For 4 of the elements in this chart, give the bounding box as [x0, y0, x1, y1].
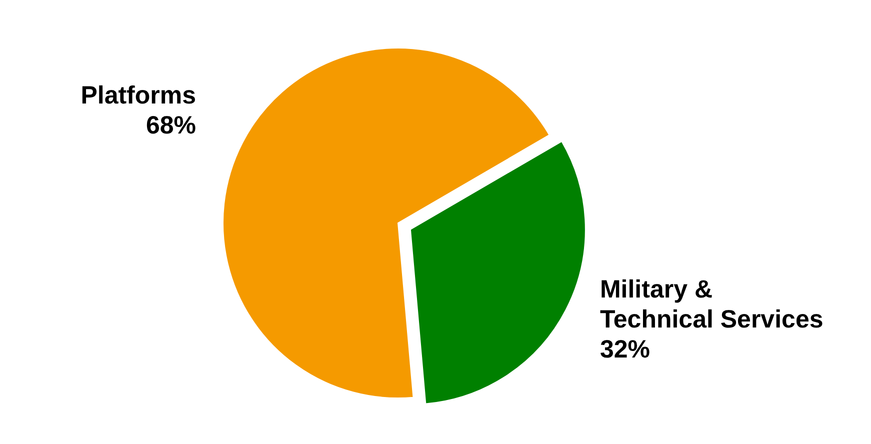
slice-label: Military & Technical Services	[600, 276, 824, 334]
data-label: 68%	[146, 111, 196, 140]
slice-label: Platforms	[80, 81, 196, 110]
data-label: 32%	[600, 336, 650, 364]
